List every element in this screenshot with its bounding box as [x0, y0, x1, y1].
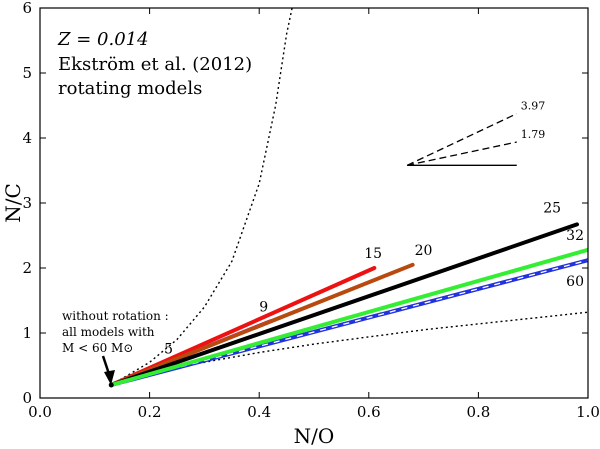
- reference-slope-line-3.97: [406, 113, 518, 166]
- x-axis-title: N/O: [294, 424, 335, 448]
- series-label-20: 20: [415, 243, 433, 259]
- series-line-25: [109, 222, 579, 387]
- reference-slope-label-3.97: 3.97: [521, 100, 546, 113]
- x-tick-label: 0.2: [138, 403, 162, 421]
- x-tick-label: 0.4: [247, 403, 271, 421]
- reference-label: Ekström et al. (2012): [58, 54, 252, 75]
- x-tick-label: 0.0: [28, 403, 52, 421]
- series-line-60-dash: [111, 259, 588, 386]
- no-rotation-line3: M < 60 M⊙: [62, 341, 133, 355]
- series-label-9: 9: [259, 299, 268, 315]
- reference-slope-label-1.79: 1.79: [521, 128, 546, 141]
- x-tick-label: 0.8: [466, 403, 490, 421]
- series-label-32: 32: [566, 228, 584, 244]
- no-rotation-line2: all models with: [62, 325, 155, 339]
- y-tick-label: 6: [22, 0, 32, 17]
- start-point: [108, 382, 114, 388]
- series-line-32: [109, 247, 588, 387]
- no-rotation-line1: without rotation :: [62, 309, 169, 323]
- y-tick-label: 2: [22, 259, 32, 277]
- x-tick-label: 1.0: [576, 403, 600, 421]
- x-tick-label: 0.6: [357, 403, 381, 421]
- series-line-20: [109, 262, 415, 387]
- dotted-curve-lower: [110, 311, 588, 386]
- series-label-60: 60: [566, 274, 584, 290]
- y-tick-label: 4: [22, 129, 32, 147]
- y-tick-label: 1: [22, 324, 32, 342]
- series-label-15: 15: [364, 246, 382, 262]
- models-label: rotating models: [58, 78, 202, 99]
- arrow-shaft: [101, 355, 111, 375]
- arrow-head: [104, 370, 115, 385]
- series-label-5: 5: [164, 342, 173, 358]
- series-label-25: 25: [543, 200, 561, 216]
- y-axis-title: N/C: [1, 183, 25, 223]
- y-tick-label: 5: [22, 64, 32, 82]
- dotted-curve-upper: [110, 8, 293, 386]
- z-label: Z = 0.014: [57, 29, 149, 50]
- reference-slope-line-1.79: [407, 141, 517, 166]
- y-tick-label: 0: [22, 389, 32, 407]
- y-tick-label: 3: [22, 194, 32, 212]
